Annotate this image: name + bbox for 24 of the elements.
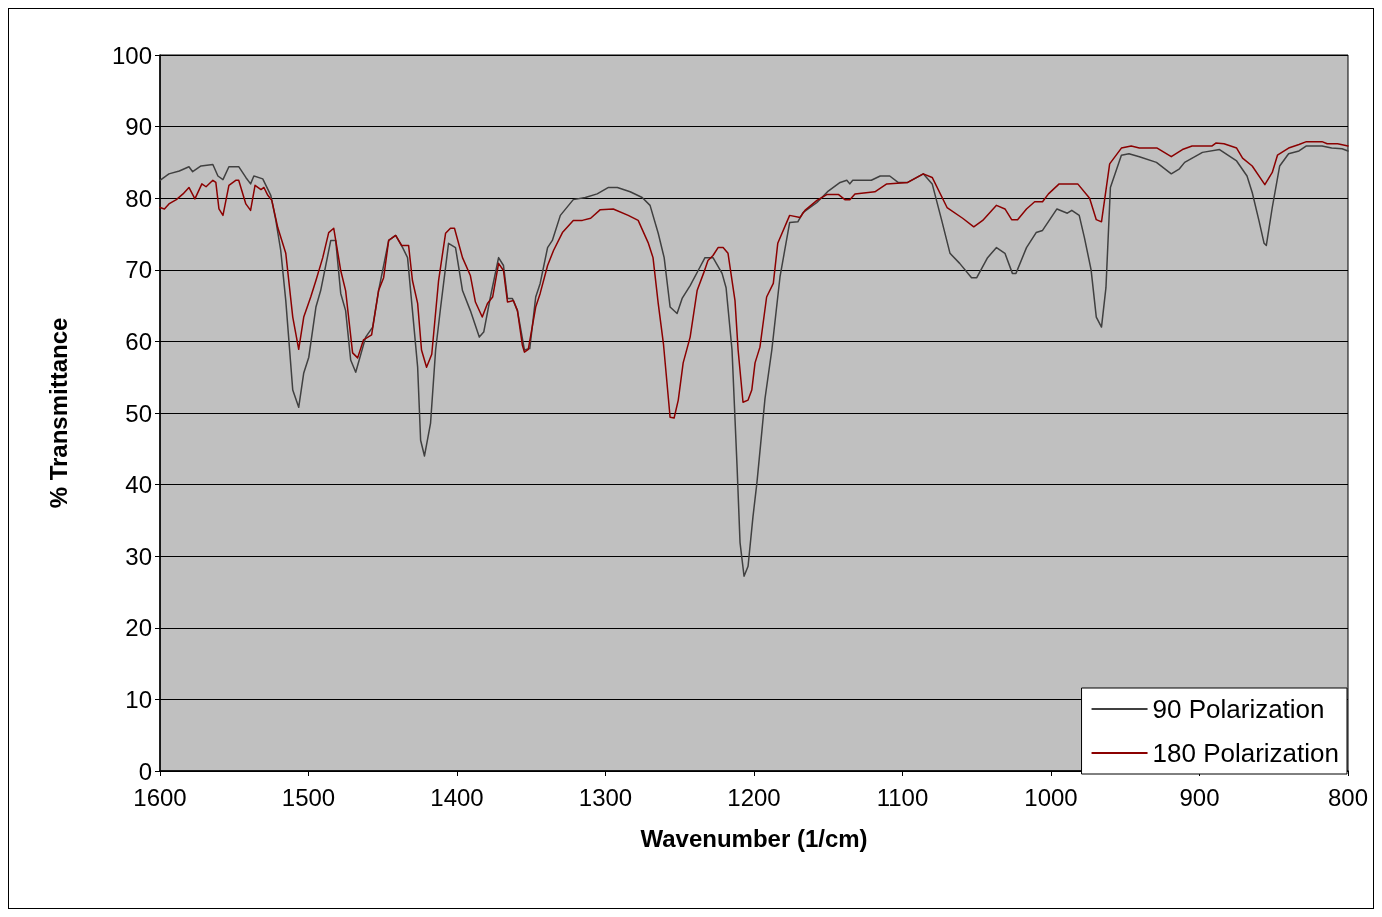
y-tick-label: 100	[111, 41, 152, 69]
x-tick-label: 1600	[133, 783, 187, 811]
y-tick-label: 60	[125, 327, 152, 355]
y-tick-label: 80	[125, 184, 152, 212]
y-tick-label: 70	[125, 256, 152, 284]
x-tick-label: 900	[1179, 783, 1220, 811]
legend-label: 180 Polarization	[1152, 738, 1340, 768]
x-tick-label: 800	[1327, 783, 1369, 811]
x-tick-label: 1100	[876, 783, 929, 811]
y-axis-title: % Transmittance	[44, 317, 72, 509]
y-tick-label: 50	[125, 399, 152, 427]
x-tick-label: 1200	[727, 783, 781, 811]
y-tick-label: 20	[125, 614, 152, 642]
y-tick-label: 0	[138, 757, 152, 785]
y-tick-label: 10	[125, 685, 152, 713]
x-tick-label: 1000	[1024, 783, 1078, 811]
x-tick-label: 1500	[281, 783, 336, 811]
x-tick-label: 1400	[430, 783, 484, 811]
y-tick-label: 40	[125, 471, 152, 499]
legend-label: 90 Polarization	[1152, 694, 1325, 724]
x-axis-title: Wavenumber (1/cm)	[640, 824, 868, 852]
x-tick-label: 1300	[578, 783, 633, 811]
y-tick-label: 30	[125, 542, 152, 570]
y-tick-label: 90	[125, 113, 152, 141]
